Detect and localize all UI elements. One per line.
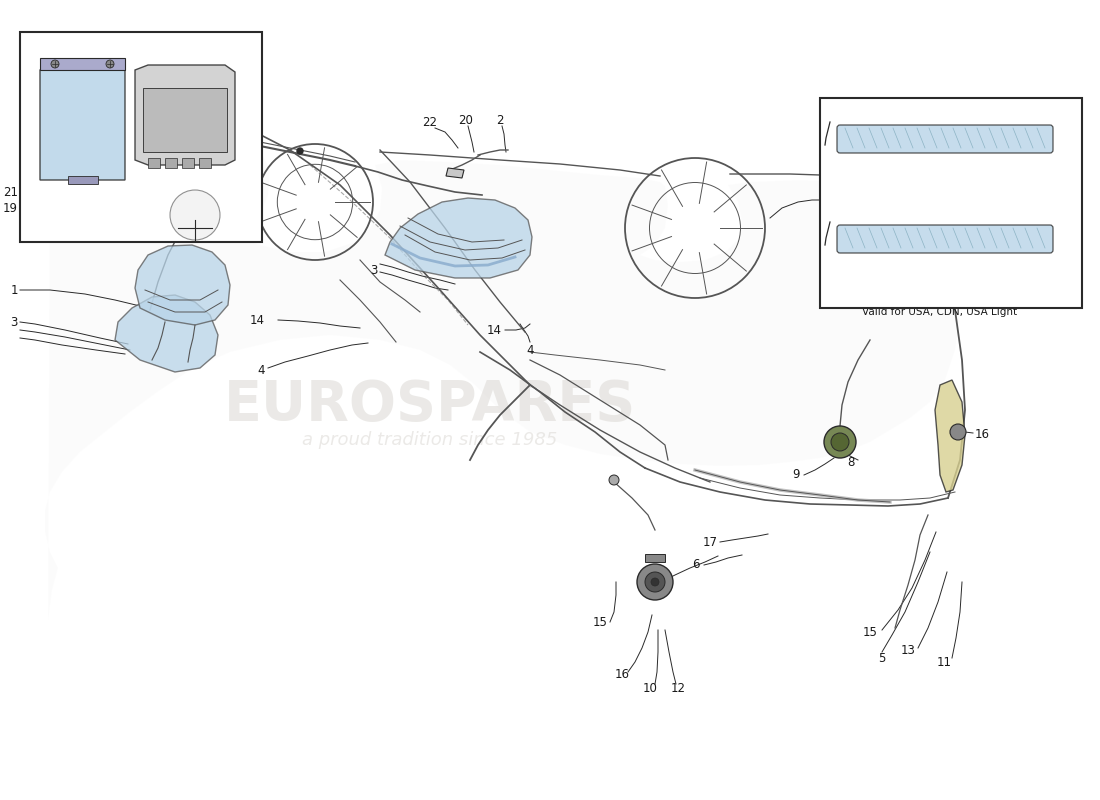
Text: - Optional -: - Optional - <box>99 233 161 243</box>
Text: 20: 20 <box>459 114 473 126</box>
Text: 15: 15 <box>864 626 878 638</box>
Circle shape <box>824 426 856 458</box>
Text: 9: 9 <box>792 469 800 482</box>
Circle shape <box>609 475 619 485</box>
Text: 3: 3 <box>11 315 18 329</box>
Text: 12: 12 <box>671 682 685 694</box>
FancyBboxPatch shape <box>182 158 194 168</box>
Text: Valid for USA, CDN, USA Light: Valid for USA, CDN, USA Light <box>862 307 1018 317</box>
Circle shape <box>177 132 183 138</box>
FancyBboxPatch shape <box>20 32 262 242</box>
Circle shape <box>117 127 123 133</box>
Text: 4: 4 <box>526 343 534 357</box>
FancyBboxPatch shape <box>68 176 98 184</box>
FancyBboxPatch shape <box>820 98 1082 308</box>
Text: 4: 4 <box>257 363 265 377</box>
Text: 1: 1 <box>11 283 18 297</box>
Text: 2: 2 <box>496 114 504 126</box>
Polygon shape <box>135 245 230 325</box>
Text: 18: 18 <box>167 83 183 97</box>
FancyBboxPatch shape <box>837 125 1053 153</box>
Circle shape <box>830 433 849 451</box>
Circle shape <box>51 60 59 68</box>
Text: Vale per USA, CDN, USA Light: Vale per USA, CDN, USA Light <box>862 295 1018 305</box>
Text: 15: 15 <box>593 615 607 629</box>
Circle shape <box>637 564 673 600</box>
Polygon shape <box>45 112 960 620</box>
FancyBboxPatch shape <box>645 554 665 562</box>
Text: 16: 16 <box>975 429 990 442</box>
Text: 13: 13 <box>901 643 916 657</box>
Text: 14: 14 <box>487 323 502 337</box>
FancyBboxPatch shape <box>148 158 159 168</box>
Text: 11: 11 <box>937 655 952 669</box>
Circle shape <box>106 60 114 68</box>
Circle shape <box>651 578 659 586</box>
Text: 16: 16 <box>615 669 629 682</box>
Text: 26: 26 <box>175 163 189 173</box>
Text: 7: 7 <box>652 575 660 589</box>
Polygon shape <box>935 380 965 492</box>
Text: 17: 17 <box>703 535 718 549</box>
FancyBboxPatch shape <box>143 88 227 152</box>
Text: 21: 21 <box>3 186 18 198</box>
Circle shape <box>236 138 243 144</box>
FancyBboxPatch shape <box>40 58 125 70</box>
Circle shape <box>297 148 302 154</box>
Text: EUROSPARES: EUROSPARES <box>224 378 636 432</box>
Text: a proud tradition since 1985: a proud tradition since 1985 <box>302 431 558 449</box>
Circle shape <box>645 572 665 592</box>
Text: 8: 8 <box>848 455 855 469</box>
Text: 24: 24 <box>1062 233 1076 243</box>
FancyBboxPatch shape <box>837 225 1053 253</box>
FancyBboxPatch shape <box>199 158 211 168</box>
Text: 5: 5 <box>878 651 886 665</box>
Text: 14: 14 <box>250 314 265 326</box>
Circle shape <box>950 424 966 440</box>
Text: 10: 10 <box>642 682 658 694</box>
Text: 22: 22 <box>422 115 438 129</box>
Polygon shape <box>385 198 532 278</box>
Polygon shape <box>116 295 218 372</box>
FancyBboxPatch shape <box>165 158 177 168</box>
Text: 25: 25 <box>65 177 79 187</box>
Text: 3: 3 <box>371 263 378 277</box>
Polygon shape <box>78 193 90 203</box>
Text: 23: 23 <box>1062 133 1076 143</box>
Polygon shape <box>78 208 90 218</box>
Text: 6: 6 <box>693 558 700 571</box>
Polygon shape <box>40 62 125 180</box>
Text: 19: 19 <box>3 202 18 214</box>
Circle shape <box>170 190 220 240</box>
Polygon shape <box>180 106 198 116</box>
Polygon shape <box>446 168 464 178</box>
Polygon shape <box>135 65 235 165</box>
